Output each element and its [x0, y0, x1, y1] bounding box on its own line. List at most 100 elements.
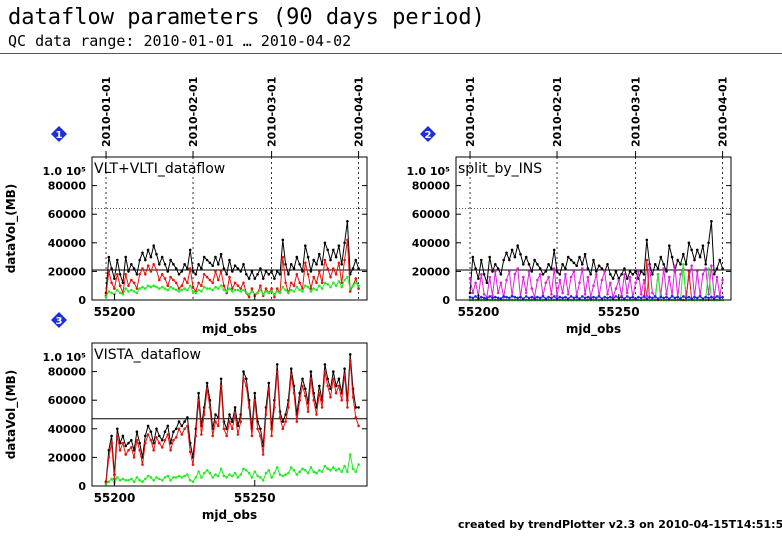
data-point — [169, 441, 172, 445]
data-point — [639, 296, 643, 300]
data-point — [589, 273, 592, 276]
data-point — [668, 297, 671, 300]
data-point — [572, 296, 576, 300]
data-point — [138, 449, 141, 452]
data-point — [712, 273, 716, 276]
data-point — [149, 430, 153, 434]
plot-frame — [455, 156, 732, 301]
data-point — [118, 273, 122, 276]
data-point — [653, 295, 657, 298]
data-point — [320, 406, 324, 409]
data-point — [188, 248, 192, 252]
data-point — [690, 297, 693, 300]
data-point — [550, 267, 553, 270]
data-point — [516, 244, 519, 247]
data-point — [264, 413, 268, 416]
data-point — [642, 295, 646, 298]
data-point — [665, 293, 668, 296]
data-point — [110, 281, 113, 285]
data-point — [332, 370, 335, 373]
data-point — [121, 281, 125, 285]
data-point — [609, 281, 612, 285]
data-point — [351, 467, 355, 471]
data-point — [158, 441, 161, 445]
data-point — [306, 273, 310, 276]
plot-frame — [91, 156, 368, 301]
data-point — [191, 480, 195, 484]
data-point — [637, 295, 640, 299]
data-point — [183, 420, 186, 423]
data-point — [606, 263, 609, 266]
data-point — [275, 270, 279, 273]
data-point — [623, 273, 626, 276]
data-point — [676, 295, 679, 299]
data-point — [298, 263, 302, 266]
data-point — [205, 275, 209, 279]
data-point — [704, 263, 707, 266]
data-point — [104, 483, 108, 486]
data-point — [264, 287, 268, 290]
y-tick-label: 40000 — [48, 237, 87, 250]
data-point — [208, 261, 212, 265]
data-point — [581, 263, 584, 266]
data-point — [547, 275, 550, 279]
data-point — [306, 410, 310, 413]
data-point — [113, 477, 116, 481]
data-point — [130, 263, 133, 266]
data-point — [191, 270, 195, 273]
data-point — [510, 295, 514, 298]
data-point — [172, 287, 175, 290]
data-point — [124, 444, 127, 448]
data-point — [480, 273, 483, 276]
data-point — [684, 263, 688, 266]
data-point — [289, 367, 293, 371]
data-point — [247, 406, 251, 409]
data-point — [357, 463, 360, 466]
data-point — [668, 244, 671, 247]
data-point — [595, 273, 598, 276]
y-tick-label: 0 — [78, 480, 86, 493]
data-point — [146, 433, 150, 436]
data-point — [357, 267, 360, 270]
data-point — [149, 476, 153, 479]
data-point — [160, 479, 164, 482]
data-point — [273, 295, 276, 299]
data-point — [256, 474, 259, 478]
data-point — [118, 449, 122, 452]
data-point — [197, 398, 200, 402]
data-point — [295, 285, 299, 289]
data-point — [188, 450, 192, 454]
data-point — [343, 373, 346, 376]
data-point — [208, 287, 212, 290]
x-axis-label: mjd_obs — [202, 508, 257, 523]
data-point — [205, 381, 209, 385]
data-point — [522, 297, 525, 300]
data-point — [233, 406, 237, 409]
data-point — [505, 251, 508, 255]
data-point — [169, 258, 172, 262]
y-tick-label: 20000 — [412, 265, 451, 278]
data-point — [522, 263, 525, 266]
data-point — [343, 464, 346, 468]
data-point — [530, 270, 534, 273]
data-point — [155, 268, 158, 272]
data-point — [530, 287, 534, 290]
data-point — [166, 270, 170, 273]
data-point — [186, 424, 189, 428]
y-tick-label: 80000 — [412, 180, 451, 193]
data-point — [357, 287, 360, 290]
data-point — [121, 293, 125, 296]
data-point — [245, 377, 248, 381]
data-point — [558, 295, 562, 299]
data-point — [690, 264, 693, 268]
data-point — [231, 427, 234, 431]
data-point — [214, 270, 217, 273]
data-point — [530, 295, 534, 299]
data-point — [245, 291, 248, 295]
data-point — [318, 284, 321, 288]
data-point — [329, 285, 332, 289]
data-point — [222, 284, 226, 288]
data-point — [326, 267, 330, 270]
data-point — [152, 284, 155, 288]
data-point — [656, 297, 660, 300]
